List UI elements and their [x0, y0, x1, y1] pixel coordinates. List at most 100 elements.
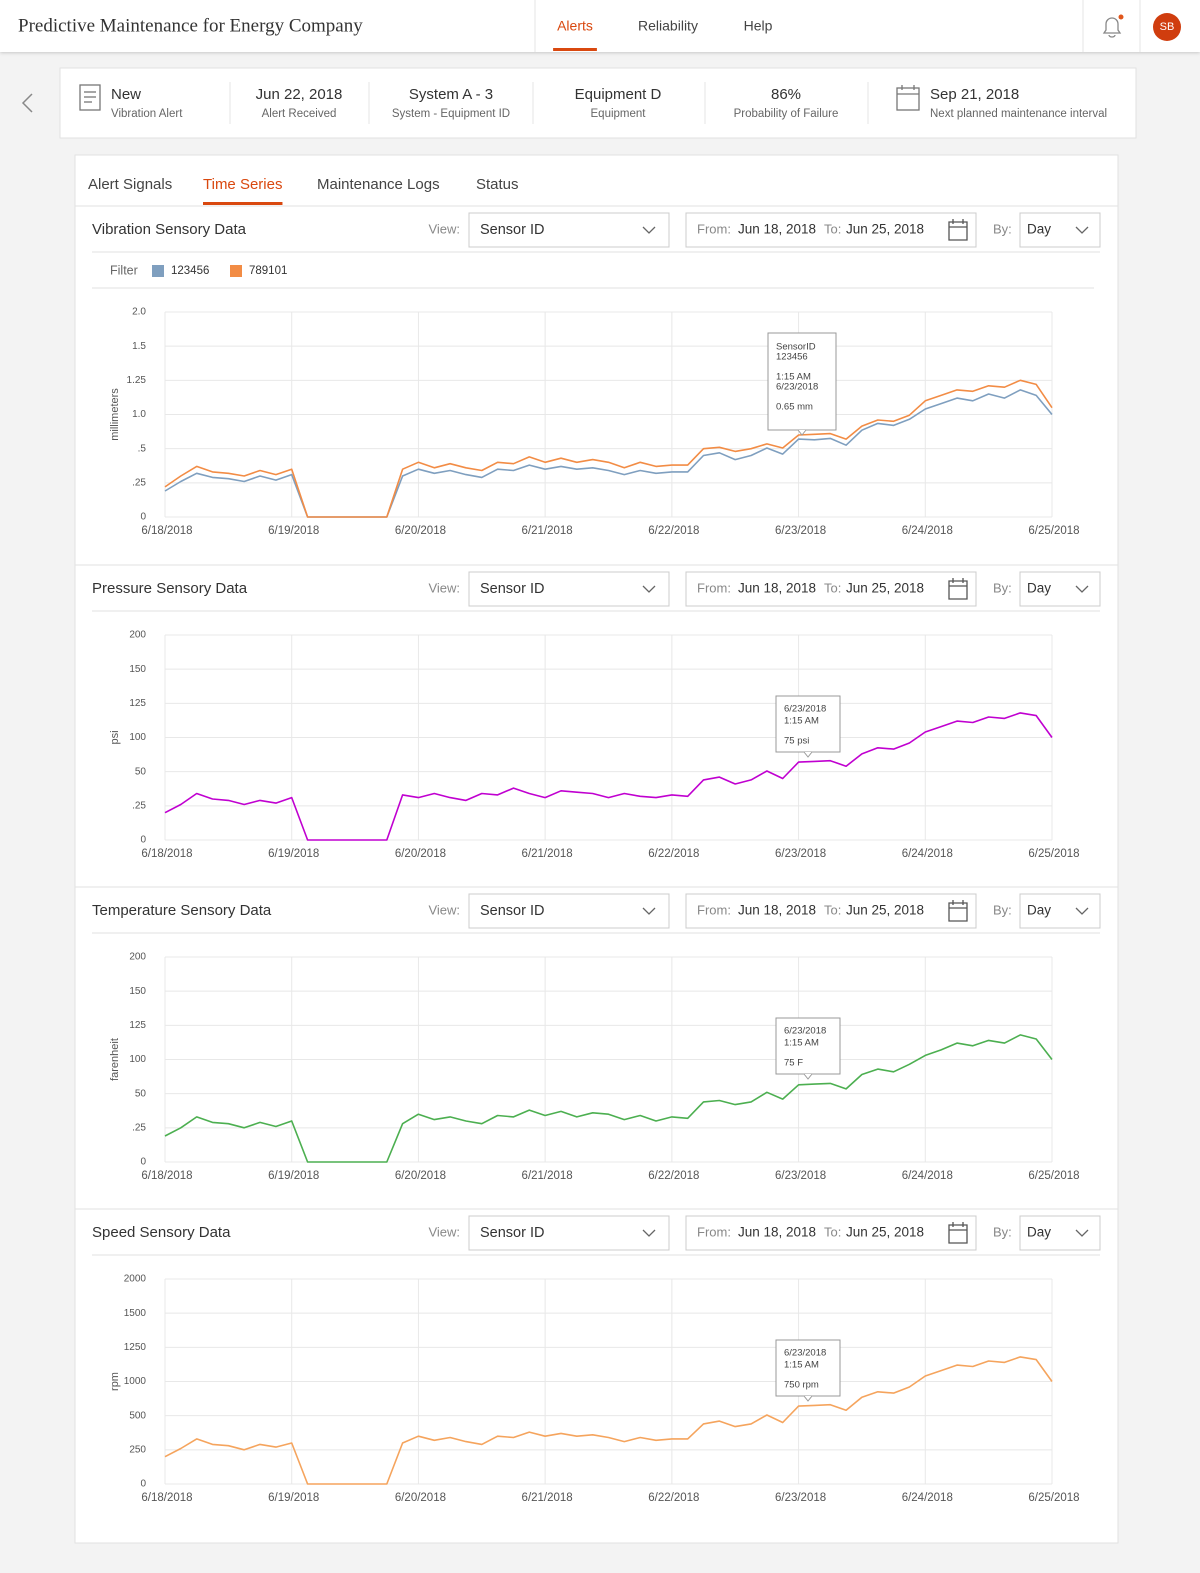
back-button[interactable] — [21, 93, 33, 113]
to-date: Jun 25, 2018 — [846, 222, 924, 237]
tooltip-pointer — [803, 751, 813, 758]
x-tick-label: 6/25/2018 — [1028, 848, 1079, 860]
panel-title: Speed Sensory Data — [92, 1224, 231, 1241]
to-label: To: — [824, 1224, 841, 1239]
tooltip-pointer — [797, 429, 807, 436]
tab-underline — [203, 202, 283, 205]
by-dropdown[interactable] — [1019, 893, 1101, 929]
nav-item[interactable]: Alerts — [557, 18, 593, 34]
to-label: To: — [824, 902, 841, 917]
y-tick-label: 125 — [129, 698, 146, 709]
x-tick-label: 6/23/2018 — [775, 525, 826, 537]
view-label: View: — [428, 221, 460, 236]
x-tick-label: 6/24/2018 — [902, 1492, 953, 1504]
x-tick-label: 6/25/2018 — [1028, 1170, 1079, 1182]
calendar-icon — [948, 1222, 968, 1244]
chevron — [1075, 1229, 1089, 1237]
x-tick-label: 6/18/2018 — [141, 1170, 192, 1182]
tooltip-pointer — [803, 1073, 813, 1080]
tab[interactable]: Status — [476, 176, 519, 193]
to-label: To: — [824, 580, 841, 595]
tooltip-line: 6/23/2018 — [776, 382, 818, 393]
view-label: View: — [428, 902, 460, 917]
from-label: From: — [697, 902, 731, 917]
y-axis-label: rpm — [109, 1372, 121, 1391]
x-tick-label: 6/19/2018 — [268, 1170, 319, 1182]
y-tick-label: 250 — [129, 1444, 146, 1455]
tooltip-line: 6/23/2018 — [784, 704, 826, 715]
y-tick-label: 1.0 — [132, 409, 146, 420]
nav-item[interactable]: Help — [744, 18, 773, 34]
date-range[interactable] — [685, 212, 977, 248]
date-range[interactable] — [685, 1215, 977, 1251]
tooltip-line: 75 F — [784, 1058, 803, 1069]
nav-item[interactable]: Reliability — [638, 18, 698, 34]
summary-value: New — [111, 86, 141, 103]
calendar-icon — [948, 219, 968, 241]
y-tick-label: 0 — [140, 512, 146, 523]
view-dropdown[interactable] — [468, 1215, 670, 1251]
x-tick-label: 6/24/2018 — [902, 1170, 953, 1182]
from-date: Jun 18, 2018 — [738, 1225, 816, 1240]
x-tick-label: 6/21/2018 — [522, 848, 573, 860]
chevron — [1075, 226, 1089, 234]
summary-label: Probability of Failure — [734, 108, 839, 120]
to-label: To: — [824, 221, 841, 236]
calendar-icon — [896, 85, 920, 111]
tooltip-line: 1:15 AM — [784, 716, 819, 727]
avatar[interactable] — [1153, 13, 1181, 41]
notifications[interactable] — [1102, 14, 1124, 38]
by-label: By: — [993, 580, 1012, 595]
y-tick-label: 0 — [140, 835, 146, 846]
x-tick-label: 6/21/2018 — [522, 525, 573, 537]
by-value: Day — [1027, 222, 1051, 237]
from-date: Jun 18, 2018 — [738, 903, 816, 918]
by-dropdown[interactable] — [1019, 212, 1101, 248]
tooltip-box — [775, 695, 841, 753]
date-range[interactable] — [685, 571, 977, 607]
x-tick-label: 6/19/2018 — [268, 525, 319, 537]
y-tick-label: 125 — [129, 1020, 146, 1031]
to-date: Jun 25, 2018 — [846, 581, 924, 596]
chevron — [642, 226, 656, 234]
x-tick-label: 6/19/2018 — [268, 1492, 319, 1504]
by-dropdown[interactable] — [1019, 1215, 1101, 1251]
date-range[interactable] — [685, 893, 977, 929]
tab[interactable]: Time Series — [203, 176, 282, 193]
y-tick-label: 1.25 — [127, 375, 147, 386]
y-tick-label: 150 — [129, 664, 146, 675]
tooltip-line: 750 rpm — [784, 1380, 819, 1391]
view-value: Sensor ID — [480, 1225, 544, 1241]
view-dropdown[interactable] — [468, 571, 670, 607]
y-tick-label: 100 — [129, 732, 146, 743]
x-tick-label: 6/25/2018 — [1028, 1492, 1079, 1504]
tab[interactable]: Alert Signals — [88, 176, 172, 193]
tab[interactable]: Maintenance Logs — [317, 176, 440, 193]
tooltip-line: 1:15 AM — [784, 1038, 819, 1049]
y-tick-label: 1500 — [124, 1308, 147, 1319]
series-line — [164, 379, 1053, 518]
by-label: By: — [993, 902, 1012, 917]
badge — [1118, 14, 1124, 20]
summary-label: Equipment — [591, 108, 647, 120]
filter-label: Filter — [110, 263, 138, 277]
view-value: Sensor ID — [480, 903, 544, 919]
view-dropdown[interactable] — [468, 893, 670, 929]
y-tick-label: .5 — [138, 443, 147, 454]
by-dropdown[interactable] — [1019, 571, 1101, 607]
y-tick-label: .25 — [132, 800, 146, 811]
summary-value: Equipment D — [575, 86, 662, 103]
summary-label: Alert Received — [262, 108, 337, 120]
app-title: Predictive Maintenance for Energy Compan… — [18, 15, 363, 36]
by-value: Day — [1027, 1225, 1051, 1240]
tooltip-pointer — [803, 1395, 813, 1402]
main-card — [74, 154, 1119, 1544]
y-tick-label: 1.5 — [132, 341, 146, 352]
view-dropdown[interactable] — [468, 212, 670, 248]
chevron — [642, 1229, 656, 1237]
summary-card — [59, 67, 1137, 139]
to-date: Jun 25, 2018 — [846, 1225, 924, 1240]
x-tick-label: 6/18/2018 — [141, 1492, 192, 1504]
series-line — [164, 712, 1053, 841]
